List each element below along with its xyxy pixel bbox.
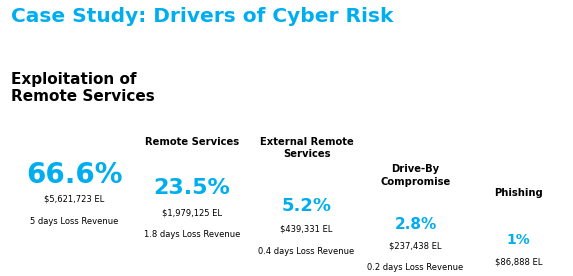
Text: Phishing: Phishing (494, 188, 543, 198)
Text: $86,888 EL: $86,888 EL (495, 257, 542, 266)
Text: 2.8%: 2.8% (394, 217, 437, 232)
Text: $5,621,723 EL: $5,621,723 EL (44, 195, 105, 204)
Text: 5 days Loss Revenue: 5 days Loss Revenue (30, 217, 119, 226)
Text: 5.2%: 5.2% (281, 197, 332, 215)
Text: $1,979,125 EL: $1,979,125 EL (162, 208, 222, 217)
Text: 0.4 days Loss Revenue: 0.4 days Loss Revenue (258, 247, 355, 256)
Text: Exploitation of
Remote Services: Exploitation of Remote Services (11, 72, 155, 104)
Text: 0.2 days Loss Revenue: 0.2 days Loss Revenue (367, 263, 464, 272)
Text: Case Study: Drivers of Cyber Risk: Case Study: Drivers of Cyber Risk (11, 7, 394, 26)
Text: 23.5%: 23.5% (154, 178, 230, 198)
Text: $237,438 EL: $237,438 EL (389, 242, 442, 251)
Text: $439,331 EL: $439,331 EL (280, 225, 333, 234)
Text: Remote Services: Remote Services (145, 137, 239, 147)
Text: 66.6%: 66.6% (26, 161, 123, 189)
Text: 1%: 1% (507, 233, 531, 247)
Text: External Remote
Services: External Remote Services (260, 137, 354, 159)
Text: Drive-By
Compromise: Drive-By Compromise (380, 164, 450, 187)
Text: 1.8 days Loss Revenue: 1.8 days Loss Revenue (144, 230, 240, 240)
